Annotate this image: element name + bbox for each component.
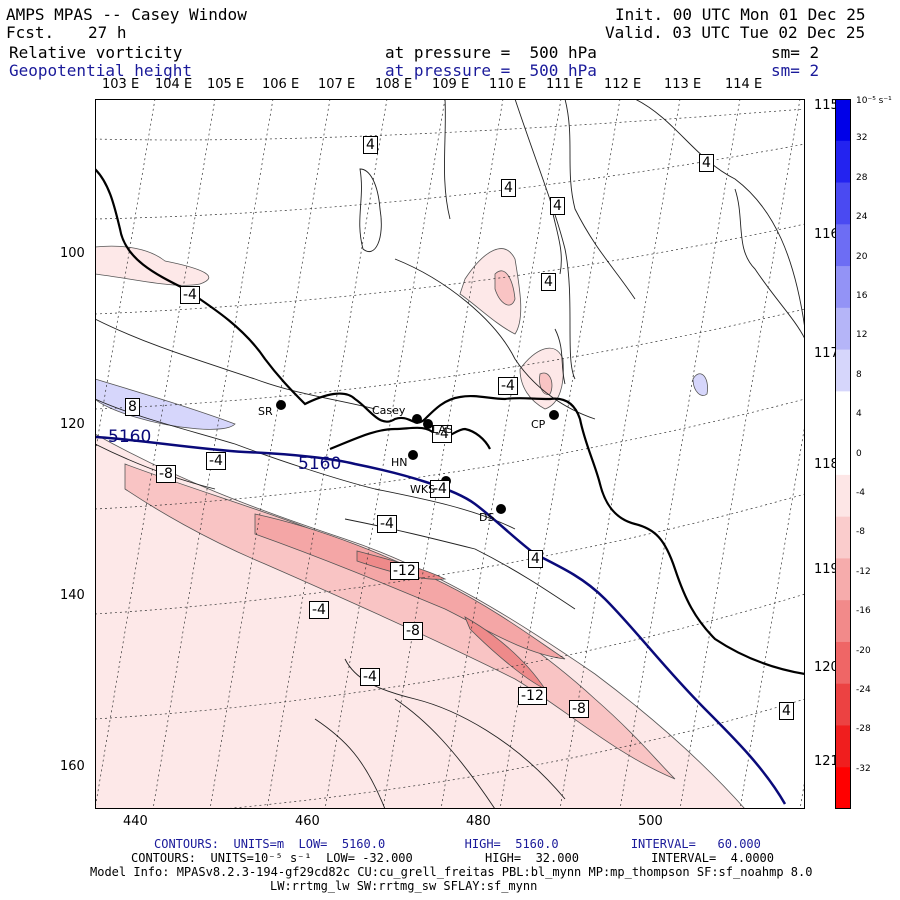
lon-label: 113 E [664, 77, 702, 92]
init-time: Init. 00 UTC Mon 01 Dec 25 [615, 5, 866, 24]
map-plot [95, 99, 805, 809]
geopotential-height-contour [95, 435, 787, 805]
colorbar [835, 99, 851, 809]
colorbar-bin [835, 433, 851, 476]
colorbar-label: 0 [856, 448, 862, 459]
lon-label: 108 E [375, 77, 413, 92]
lon-label: 112 E [604, 77, 642, 92]
field1-name: Relative vorticity [9, 43, 183, 62]
height-contour-info: CONTOURS: UNITS=m LOW= 5160.0 HIGH= 5160… [154, 837, 761, 851]
colorbar-bin [835, 266, 851, 309]
colorbar-bin [835, 224, 851, 267]
field2-name: Geopotential height [9, 61, 193, 80]
lon-label: 106 E [262, 77, 300, 92]
colorbar-label: -16 [856, 606, 871, 617]
x-tick-label: 480 [466, 814, 491, 829]
model-info: Model Info: MPASv8.2.3-194-gf29cd82c CU:… [90, 865, 813, 879]
colorbar-bin [835, 600, 851, 643]
colorbar-bin [835, 182, 851, 225]
physics-info: LW:rrtmg_lw SW:rrtmg_sw SFLAY:sf_mynn [270, 879, 538, 893]
colorbar-label: 16 [856, 291, 868, 301]
colorbar-bin [835, 725, 851, 768]
lon-label: 110 E [489, 77, 527, 92]
lon-label: 114 E [725, 77, 763, 92]
y-tick-label: 120 [60, 417, 85, 432]
colorbar-label: -20 [856, 645, 871, 656]
colorbar-bin [835, 349, 851, 392]
colorbar-bin [835, 140, 851, 184]
colorbar-label: -32 [856, 763, 871, 774]
lon-label: 103 E [102, 77, 140, 92]
colorbar-label: 20 [856, 251, 868, 262]
lon-label: 105 E [207, 77, 245, 92]
lon-label: 111 E [546, 77, 584, 92]
colorbar-label: 32 [856, 133, 868, 144]
forecast-label: Fcst. [6, 23, 55, 42]
colorbar-label: 8 [856, 369, 862, 380]
colorbar-label: 4 [856, 409, 862, 420]
colorbar-bin [835, 516, 851, 559]
lon-label: 109 E [432, 77, 470, 92]
model-title: AMPS MPAS -- Casey Window [6, 5, 247, 24]
colorbar-label: 24 [856, 212, 868, 223]
colorbar-label: -8 [856, 527, 865, 538]
colorbar-unit: 10⁻⁵ s⁻¹ [856, 96, 892, 106]
colorbar-bin [835, 641, 851, 685]
colorbar-label: -28 [856, 724, 871, 735]
colorbar-label: 12 [856, 330, 868, 341]
colorbar-label: -24 [856, 685, 871, 695]
lon-label: 107 E [318, 77, 356, 92]
colorbar-bin [835, 99, 851, 142]
y-tick-label: 140 [60, 588, 85, 603]
colorbar-bin [835, 474, 851, 518]
field1-smoothing: sm= 2 [771, 43, 820, 62]
forecast-hour: 27 h [88, 23, 127, 42]
x-tick-label: 500 [638, 814, 663, 829]
colorbar-bin [835, 307, 851, 351]
y-tick-label: 160 [60, 759, 85, 774]
field2-smoothing: sm= 2 [771, 61, 820, 80]
colorbar-label: -4 [856, 488, 865, 498]
colorbar-bin [835, 767, 851, 809]
x-tick-label: 440 [123, 814, 148, 829]
colorbar-label: 28 [856, 172, 868, 183]
field2-level: at pressure = 500 hPa [385, 61, 597, 80]
colorbar-label: -12 [856, 566, 871, 577]
vorticity-contour-info: CONTOURS: UNITS=10⁻⁵ s⁻¹ LOW= -32.000 HI… [131, 851, 774, 865]
colorbar-bin [835, 558, 851, 601]
valid-time: Valid. 03 UTC Tue 02 Dec 25 [605, 23, 866, 42]
vorticity-contours [95, 99, 805, 809]
y-tick-label: 100 [60, 246, 85, 261]
x-tick-label: 460 [295, 814, 320, 829]
lon-label: 104 E [155, 77, 193, 92]
colorbar-bin [835, 391, 851, 434]
colorbar-bin [835, 683, 851, 726]
field1-level: at pressure = 500 hPa [385, 43, 597, 62]
